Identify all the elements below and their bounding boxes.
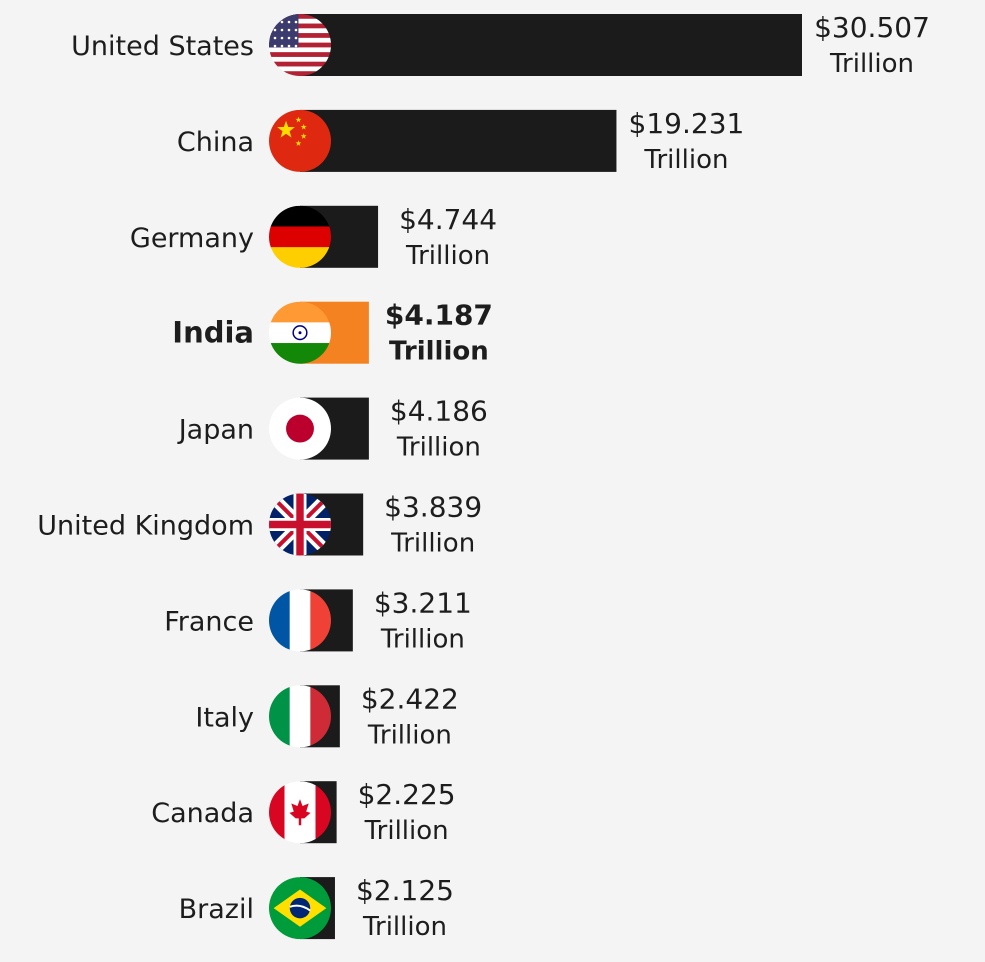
value-label: $3.839 xyxy=(384,491,482,524)
unit-label: Trillion xyxy=(367,720,452,750)
value-label: $2.225 xyxy=(358,778,456,811)
japan-flag-icon xyxy=(269,397,331,460)
germany-flag-icon xyxy=(269,205,331,268)
country-label: Canada xyxy=(151,798,254,829)
india-flag-icon xyxy=(269,301,331,364)
country-label: Italy xyxy=(195,702,254,733)
italy-flag-icon xyxy=(269,685,331,748)
value-label: $4.744 xyxy=(399,203,497,236)
unit-label: Trillion xyxy=(643,145,728,175)
value-label: $2.422 xyxy=(361,682,459,715)
bar-united-states xyxy=(300,14,802,76)
value-label: $2.125 xyxy=(356,874,454,907)
country-label: United States xyxy=(71,31,254,62)
country-label: India xyxy=(172,316,254,350)
bar-china xyxy=(300,109,617,172)
country-label: Japan xyxy=(177,415,254,446)
value-label: $4.187 xyxy=(385,299,493,332)
country-label: China xyxy=(177,127,254,158)
country-label: United Kingdom xyxy=(37,511,254,542)
brazil-flag-icon xyxy=(269,877,331,940)
unit-label: Trillion xyxy=(380,624,465,654)
unit-label: Trillion xyxy=(396,433,481,463)
country-label: Germany xyxy=(130,223,254,254)
value-label: $19.231 xyxy=(629,107,745,140)
china-flag-icon xyxy=(269,109,331,172)
unit-label: Trillion xyxy=(362,912,447,942)
uk-flag-icon xyxy=(269,493,331,556)
france-flag-icon xyxy=(269,589,331,652)
unit-label: Trillion xyxy=(390,529,475,559)
canada-flag-icon xyxy=(269,781,331,844)
unit-label: Trillion xyxy=(829,49,914,79)
country-label: France xyxy=(164,606,254,637)
value-label: $3.211 xyxy=(374,586,472,619)
unit-label: Trillion xyxy=(389,337,489,367)
unit-label: Trillion xyxy=(364,816,449,846)
value-label: $4.186 xyxy=(390,395,488,428)
unit-label: Trillion xyxy=(405,241,490,271)
country-label: Brazil xyxy=(179,894,254,925)
usa-flag-icon xyxy=(269,14,331,76)
value-label: $30.507 xyxy=(814,11,930,44)
